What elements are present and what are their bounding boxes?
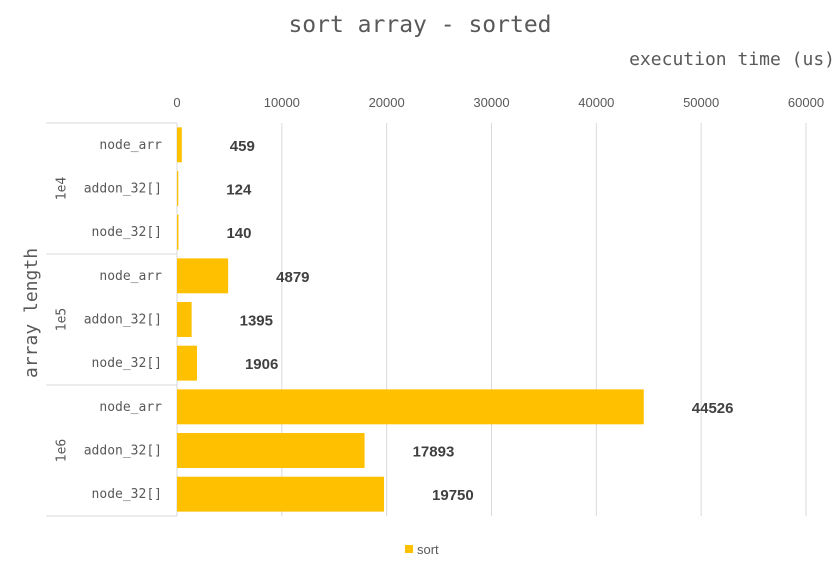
category-label: node_32[]	[92, 356, 162, 371]
data-label: 140	[226, 225, 251, 242]
category-label: node_arr	[99, 138, 162, 153]
data-label: 1395	[240, 313, 273, 330]
y-axis-title: array length	[21, 248, 42, 378]
category-label: addon_32[]	[84, 313, 162, 328]
data-label: 44526	[692, 400, 734, 417]
bar	[177, 127, 182, 163]
category-label: node_32[]	[92, 487, 162, 502]
bar	[177, 302, 192, 337]
data-labels: 459 124 140 4879 1395 1906 44526 17893 19750	[226, 138, 733, 504]
category-label: node_32[]	[92, 225, 162, 240]
data-label: 1906	[245, 356, 278, 373]
group-label: 1e5	[55, 308, 70, 331]
bar	[177, 476, 385, 512]
bar	[177, 345, 197, 381]
bar	[177, 433, 365, 468]
category-label: node_arr	[99, 269, 162, 284]
x-tick-labels: 0 10000 20000 30000 40000 50000 60000	[173, 95, 824, 110]
x-tick-label: 10000	[264, 95, 300, 110]
group-label: 1e4	[55, 177, 70, 201]
data-label: 124	[226, 182, 252, 199]
x-axis-title: execution time (us)	[629, 49, 835, 70]
x-tick-label: 40000	[578, 95, 614, 110]
legend: sort	[405, 542, 439, 557]
category-label: node_arr	[99, 400, 162, 415]
chart-title: sort array - sorted	[288, 12, 551, 38]
category-label: addon_32[]	[84, 182, 162, 197]
group-label: 1e6	[55, 439, 70, 462]
x-tick-label: 30000	[473, 95, 509, 110]
x-tick-label: 0	[173, 95, 180, 110]
category-axis: 1e4 node_arr addon_32[] node_32[] 1e5 node_ar…	[46, 122, 178, 517]
x-tick-label: 20000	[369, 95, 405, 110]
data-label: 4879	[276, 269, 309, 286]
bars	[177, 127, 644, 512]
data-label: 459	[230, 138, 255, 155]
data-label: 19750	[432, 487, 474, 504]
x-tick-label: 60000	[788, 95, 824, 110]
x-tick-label: 50000	[683, 95, 719, 110]
category-label: addon_32[]	[84, 444, 162, 459]
bar	[177, 214, 179, 250]
legend-swatch-sort	[405, 545, 413, 553]
bar	[177, 258, 229, 294]
bar	[177, 171, 179, 206]
legend-label-sort: sort	[417, 542, 439, 557]
bar	[177, 389, 644, 425]
data-label: 17893	[413, 444, 455, 461]
